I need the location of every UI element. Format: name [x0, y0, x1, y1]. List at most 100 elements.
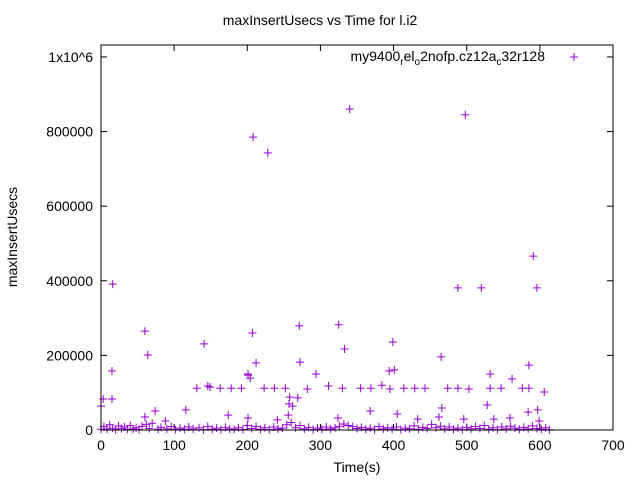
- data-point: [434, 412, 443, 421]
- chart-title: maxInsertUsecs vs Time for l.i2: [223, 12, 418, 28]
- data-point: [471, 422, 480, 431]
- legend: my9400relo2nofp.cz12ac32r128: [350, 48, 578, 68]
- data-point: [334, 320, 343, 329]
- data-point: [489, 423, 498, 432]
- data-point: [385, 367, 394, 376]
- data-point: [273, 415, 282, 424]
- data-point: [453, 384, 462, 393]
- y-tick-label: 200000: [46, 347, 93, 363]
- data-point: [181, 405, 190, 414]
- data-point: [377, 381, 386, 390]
- data-point: [331, 423, 340, 432]
- data-point: [237, 384, 246, 393]
- data-point: [288, 402, 297, 411]
- data-point: [285, 393, 294, 402]
- data-point: [293, 393, 302, 402]
- data-point: [366, 424, 375, 433]
- data-point: [453, 424, 462, 433]
- data-point: [270, 384, 279, 393]
- data-point: [284, 411, 293, 420]
- x-tick-label: 200: [236, 437, 260, 453]
- data-point: [333, 414, 342, 423]
- data-point: [529, 252, 538, 261]
- data-point: [353, 424, 361, 433]
- data-point: [505, 414, 514, 423]
- data-point: [278, 424, 287, 433]
- data-point: [148, 419, 157, 428]
- plot-frame: [100, 44, 614, 431]
- y-tick-label: 400000: [46, 273, 93, 289]
- data-point: [532, 283, 541, 292]
- data-point: [260, 384, 269, 393]
- data-point: [464, 384, 473, 393]
- data-point: [256, 425, 265, 434]
- data-point: [317, 425, 326, 434]
- data-point: [203, 422, 212, 431]
- legend-label: my9400relo2nofp.cz12ac32r128: [350, 48, 545, 68]
- data-point: [427, 420, 436, 429]
- data-point: [475, 424, 484, 433]
- y-tick-label: 800000: [46, 124, 93, 140]
- data-point: [390, 365, 399, 374]
- data-point: [244, 414, 253, 423]
- data-point: [459, 415, 468, 424]
- data-point: [203, 381, 212, 390]
- data-point: [161, 417, 170, 426]
- data-point: [532, 424, 541, 433]
- data-point: [483, 401, 492, 410]
- data-point: [249, 133, 258, 142]
- data-point: [324, 381, 333, 390]
- data-point: [502, 424, 511, 433]
- data-point: [383, 423, 392, 432]
- x-tick-label: 600: [528, 437, 552, 453]
- y-axis-label: maxInsertUsecs: [4, 187, 20, 287]
- data-point: [345, 105, 354, 114]
- x-tick-label: 100: [162, 437, 186, 453]
- data-point: [510, 424, 519, 433]
- data-point: [393, 409, 402, 418]
- data-point: [108, 280, 117, 289]
- data-point: [137, 422, 146, 431]
- data-point: [437, 403, 446, 412]
- data-point: [175, 424, 184, 433]
- data-point: [480, 421, 489, 430]
- axis-ticks: 0 100 200 300 400 500 600 700 0 200000 400000 60000…: [46, 45, 625, 453]
- data-point: [540, 387, 549, 396]
- data-point: [437, 352, 446, 361]
- data-point: [224, 411, 233, 420]
- data-point: [410, 384, 419, 393]
- data-point: [524, 384, 533, 393]
- data-point: [461, 110, 470, 119]
- data-point: [326, 424, 335, 433]
- data-point: [541, 423, 550, 432]
- data-point: [486, 370, 495, 379]
- x-tick-label: 700: [601, 437, 625, 453]
- data-point: [489, 415, 498, 424]
- x-tick-label: 300: [309, 437, 333, 453]
- data-point: [405, 424, 414, 433]
- data-point: [356, 384, 365, 393]
- data-point: [142, 420, 151, 429]
- data-point: [410, 421, 419, 430]
- data-point: [140, 327, 149, 336]
- data-point: [303, 384, 312, 393]
- data-point: [281, 384, 290, 393]
- data-point: [413, 415, 422, 424]
- data-point: [295, 358, 304, 367]
- data-point: [140, 412, 149, 421]
- data-point: [388, 337, 397, 346]
- data-point: [107, 367, 116, 376]
- legend-marker: [570, 53, 578, 61]
- data-point: [252, 358, 261, 367]
- data-point: [291, 423, 300, 432]
- data-point: [338, 384, 347, 393]
- data-point: [528, 421, 537, 430]
- data-point: [515, 425, 524, 434]
- data-point: [385, 384, 394, 393]
- data-point: [252, 422, 261, 431]
- data-point: [195, 423, 204, 432]
- data-point: [248, 329, 257, 338]
- data-point: [107, 395, 116, 404]
- data-point: [263, 148, 272, 157]
